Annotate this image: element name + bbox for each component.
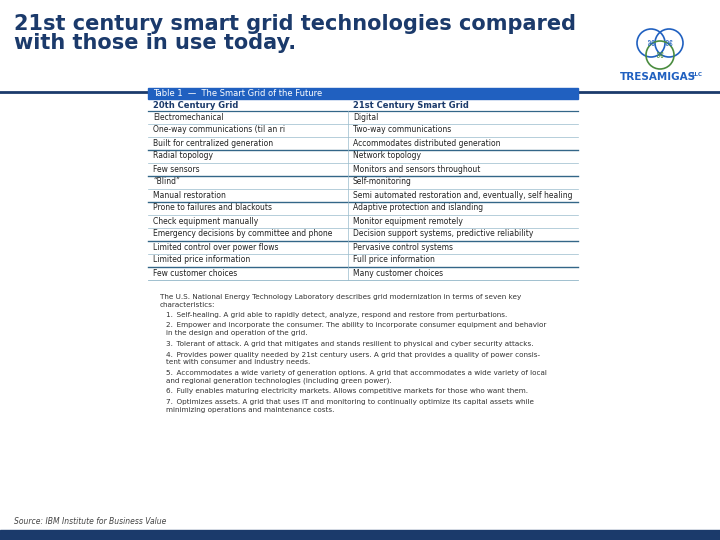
Text: ⌘: ⌘ xyxy=(665,38,673,48)
Text: Electromechanical: Electromechanical xyxy=(153,112,224,122)
Text: Few customer choices: Few customer choices xyxy=(153,268,238,278)
Text: 3. Tolerant of attack. A grid that mitigates and stands resilient to physical an: 3. Tolerant of attack. A grid that mitig… xyxy=(166,341,534,347)
Text: Few sensors: Few sensors xyxy=(153,165,199,173)
Text: 1. Self-healing. A grid able to rapidly detect, analyze, respond and restore fro: 1. Self-healing. A grid able to rapidly … xyxy=(166,312,508,318)
Text: Many customer choices: Many customer choices xyxy=(353,268,443,278)
Text: LLC: LLC xyxy=(691,72,702,77)
Text: Radial topology: Radial topology xyxy=(153,152,213,160)
Text: 5. Accommodates a wide variety of generation options. A grid that accommodates a: 5. Accommodates a wide variety of genera… xyxy=(166,370,547,384)
Text: Built for centralized generation: Built for centralized generation xyxy=(153,138,273,147)
Text: Manual restoration: Manual restoration xyxy=(153,191,226,199)
Text: TRESAMIGAS: TRESAMIGAS xyxy=(620,72,696,82)
Text: “Blind”: “Blind” xyxy=(153,178,180,186)
Text: 7. Optimizes assets. A grid that uses IT and monitoring to continually optimize : 7. Optimizes assets. A grid that uses IT… xyxy=(166,399,534,413)
Text: Accommodates distributed generation: Accommodates distributed generation xyxy=(353,138,500,147)
Text: Limited price information: Limited price information xyxy=(153,255,251,265)
Text: 4. Provides power quality needed by 21st century users. A grid that provides a q: 4. Provides power quality needed by 21st… xyxy=(166,352,540,365)
Text: Pervasive control systems: Pervasive control systems xyxy=(353,242,453,252)
Text: Two-way communications: Two-way communications xyxy=(353,125,451,134)
Text: Prone to failures and blackouts: Prone to failures and blackouts xyxy=(153,204,272,213)
Text: Full price information: Full price information xyxy=(353,255,435,265)
Text: Table 1  —  The Smart Grid of the Future: Table 1 — The Smart Grid of the Future xyxy=(153,89,323,98)
Text: 21st Century Smart Grid: 21st Century Smart Grid xyxy=(353,101,469,110)
Text: Check equipment manually: Check equipment manually xyxy=(153,217,258,226)
Text: ⌘: ⌘ xyxy=(656,51,664,59)
Text: Self-monitoring: Self-monitoring xyxy=(353,178,412,186)
Text: Emergency decisions by committee and phone: Emergency decisions by committee and pho… xyxy=(153,230,333,239)
Text: Network topology: Network topology xyxy=(353,152,421,160)
Bar xyxy=(0,530,720,540)
Text: 2. Empower and incorporate the consumer. The ability to incorporate consumer equ: 2. Empower and incorporate the consumer.… xyxy=(166,322,546,336)
Text: 6. Fully enables maturing electricity markets. Allows competitive markets for th: 6. Fully enables maturing electricity ma… xyxy=(166,388,528,395)
Text: Limited control over power flows: Limited control over power flows xyxy=(153,242,279,252)
Text: Adaptive protection and islanding: Adaptive protection and islanding xyxy=(353,204,483,213)
Text: Digital: Digital xyxy=(353,112,378,122)
Text: Monitors and sensors throughout: Monitors and sensors throughout xyxy=(353,165,480,173)
Text: One-way communications (til an ri: One-way communications (til an ri xyxy=(153,125,285,134)
Text: Source: IBM Institute for Business Value: Source: IBM Institute for Business Value xyxy=(14,517,166,526)
Text: The U.S. National Energy Technology Laboratory describes grid modernization in t: The U.S. National Energy Technology Labo… xyxy=(160,294,521,308)
Text: Decision support systems, predictive reliability: Decision support systems, predictive rel… xyxy=(353,230,534,239)
Text: ⌘: ⌘ xyxy=(647,38,655,48)
Text: Semi automated restoration and, eventually, self healing: Semi automated restoration and, eventual… xyxy=(353,191,572,199)
Bar xyxy=(148,88,578,99)
Text: 21st century smart grid technologies compared: 21st century smart grid technologies com… xyxy=(14,14,576,34)
Text: 20th Century Grid: 20th Century Grid xyxy=(153,101,238,110)
Text: 15: 15 xyxy=(698,530,710,539)
Text: with those in use today.: with those in use today. xyxy=(14,33,296,53)
Text: Monitor equipment remotely: Monitor equipment remotely xyxy=(353,217,463,226)
